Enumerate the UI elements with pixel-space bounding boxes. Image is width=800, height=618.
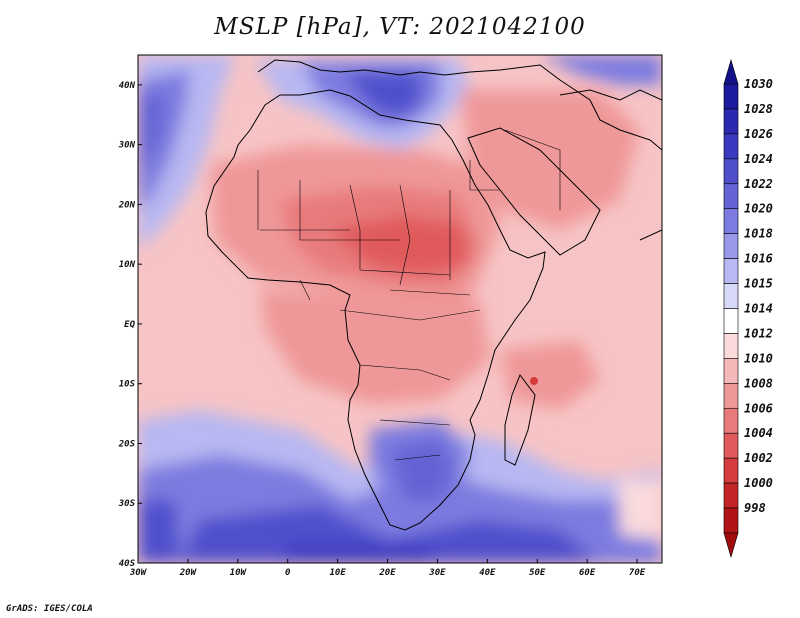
colorbar-swatch: [723, 283, 739, 309]
colorbar-swatch: [723, 208, 739, 234]
country-borders: [257, 129, 561, 461]
y-tick-label: 30N: [118, 141, 136, 151]
pressure-field: [138, 55, 662, 563]
colorbar-swatch: [723, 333, 739, 359]
colorbar-swatch: [723, 108, 739, 135]
y-tick-label: 20N: [118, 200, 136, 210]
colorbar-label: 1022: [744, 177, 773, 191]
colorbar-swatch: [723, 308, 739, 334]
map-title: MSLP [hPa], VT: 2021042100: [214, 14, 586, 40]
y-axis: 40N 30N 20N 10N EQ 10S 20S 30S 40S: [118, 81, 142, 569]
colorbar-label: 1000: [744, 476, 773, 490]
coastlines: [205, 59, 662, 531]
colorbar-label: 1014: [744, 302, 773, 316]
x-tick-label: 0: [285, 568, 291, 578]
colorbar-swatch: [723, 83, 739, 110]
colorbar-swatch: [723, 358, 739, 384]
colorbar-label: 1010: [744, 351, 773, 365]
colorbar-swatch: [723, 383, 739, 409]
x-tick-label: 20E: [378, 568, 396, 578]
colorbar-swatch: [723, 183, 739, 210]
y-tick-label: 10S: [119, 380, 136, 390]
colorbar-swatch: [723, 457, 739, 484]
colorbar-label: 1024: [744, 152, 773, 166]
colorbar-label: 1008: [744, 376, 773, 390]
x-tick-label: 10W: [230, 568, 248, 578]
colorbar-swatch: [723, 482, 739, 509]
colorbar-label: 1016: [744, 252, 773, 266]
colorbar-label: 998: [744, 501, 766, 515]
x-tick-label: 30W: [129, 568, 148, 578]
colorbar-label: 1012: [744, 326, 773, 340]
colorbar-swatch: [723, 258, 739, 284]
x-axis: 30W 20W 10W 0 10E 20E 30E 40E 50E 60E 70E: [129, 559, 646, 578]
colorbar-label: 1002: [744, 451, 773, 465]
x-tick-label: 60E: [579, 568, 596, 578]
colorbar-swatch: [723, 507, 739, 534]
colorbar-label: 1015: [744, 277, 773, 291]
colorbar-label: 1004: [744, 426, 773, 440]
colorbar-swatch: [723, 233, 739, 259]
x-tick-label: 50E: [529, 568, 546, 578]
y-tick-label: 30S: [118, 499, 136, 509]
x-tick-label: 20W: [179, 568, 198, 578]
footer-credit: GrADS: IGES/COLA: [6, 604, 93, 614]
x-tick-label: 30E: [428, 568, 446, 578]
colorbar-swatch: [723, 158, 739, 185]
x-tick-label: 40E: [479, 568, 496, 578]
colorbar-label: 1030: [744, 77, 773, 91]
colorbar-label: 1020: [744, 202, 773, 216]
x-tick-label: 70E: [629, 568, 646, 578]
colorbar-bottom-arrow: [723, 532, 739, 559]
y-tick-label: 20S: [118, 439, 136, 449]
y-tick-label: EQ: [124, 320, 135, 330]
colorbar: 1030 1028 1026 1024 1022 1020 1018 1016 1015 1014…: [723, 58, 773, 559]
map-frame: [137, 54, 663, 564]
y-tick-label: 40N: [119, 81, 136, 91]
colorbar-swatch: [723, 407, 739, 434]
colorbar-swatch: [723, 432, 739, 459]
colorbar-label: 1026: [744, 127, 773, 141]
colorbar-label: 1006: [744, 401, 773, 415]
y-tick-label: 10N: [119, 260, 136, 270]
colorbar-label: 1028: [744, 102, 773, 116]
colorbar-label: 1018: [744, 227, 773, 241]
colorbar-top-arrow: [723, 58, 739, 85]
y-tick-label: 40S: [119, 559, 136, 569]
colorbar-swatch: [723, 133, 739, 160]
x-tick-label: 10E: [329, 568, 346, 578]
